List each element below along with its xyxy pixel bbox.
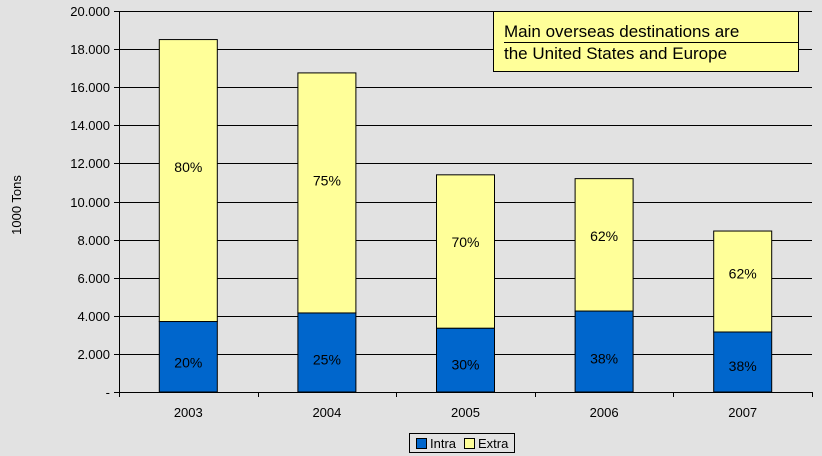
y-tick-label: 18.000 <box>70 42 110 57</box>
legend: Intra Extra <box>409 433 516 453</box>
data-label-extra: 80% <box>174 159 202 175</box>
legend-entry-extra: Extra <box>464 436 508 451</box>
x-tick-label: 2006 <box>590 405 619 420</box>
bar-extra <box>297 72 357 314</box>
data-label-extra: 75% <box>313 173 341 189</box>
data-label-extra: 62% <box>590 228 618 244</box>
x-tick-label: 2004 <box>312 405 341 420</box>
y-tick-label: 10.000 <box>70 195 110 210</box>
bar-intra <box>436 327 495 393</box>
legend-label-intra: Intra <box>430 435 457 451</box>
bar-extra <box>436 174 495 329</box>
y-tick-label: 4.000 <box>77 309 110 324</box>
y-tick-label: 20.000 <box>70 4 110 19</box>
bar-intra <box>713 331 773 393</box>
tick-labels: - 2.000 4.000 6.000 8.000 10.000 12.000 14.000 1… <box>70 4 757 420</box>
y-axis-label: 1000 Tons <box>9 175 24 235</box>
bar-extra <box>158 39 218 323</box>
x-tick-label: 2005 <box>451 405 480 420</box>
bar-extra <box>574 178 634 312</box>
data-label-intra: 30% <box>451 357 479 373</box>
y-tick-label: 16.000 <box>70 80 110 95</box>
y-tick-label: 12.000 <box>70 156 110 171</box>
bar-intra <box>574 310 634 393</box>
data-label-intra: 20% <box>174 354 202 370</box>
annotation-line-1: Main overseas destinations are <box>504 21 798 43</box>
legend-swatch-extra <box>464 437 476 449</box>
x-tick-label: 2003 <box>174 405 203 420</box>
legend-entry-intra: Intra <box>416 436 456 451</box>
bars: 20% 80% 25% 75% 30% 70% 38% 62% 38% 62% <box>158 39 773 393</box>
annotation-line-2: the United States and Europe <box>504 44 728 63</box>
data-label-intra: 38% <box>729 358 757 374</box>
data-label-extra: 62% <box>729 265 757 281</box>
data-label-intra: 25% <box>313 351 341 367</box>
legend-label-extra: Extra <box>478 435 509 451</box>
bar-intra <box>158 321 218 393</box>
data-label-intra: 38% <box>590 351 618 367</box>
legend-swatch-intra <box>416 437 427 449</box>
y-tick-label: 8.000 <box>77 233 110 248</box>
data-label-extra: 70% <box>451 234 479 250</box>
y-tick-label: 14.000 <box>70 118 110 133</box>
y-tick-label: 2.000 <box>77 347 110 362</box>
y-tick-label: 6.000 <box>77 271 110 286</box>
annotation-callout: Main overseas destinations are the Unite… <box>493 11 799 72</box>
x-tick-label: 2007 <box>728 405 757 420</box>
y-tick-label: - <box>106 385 110 400</box>
bar-extra <box>713 230 773 333</box>
